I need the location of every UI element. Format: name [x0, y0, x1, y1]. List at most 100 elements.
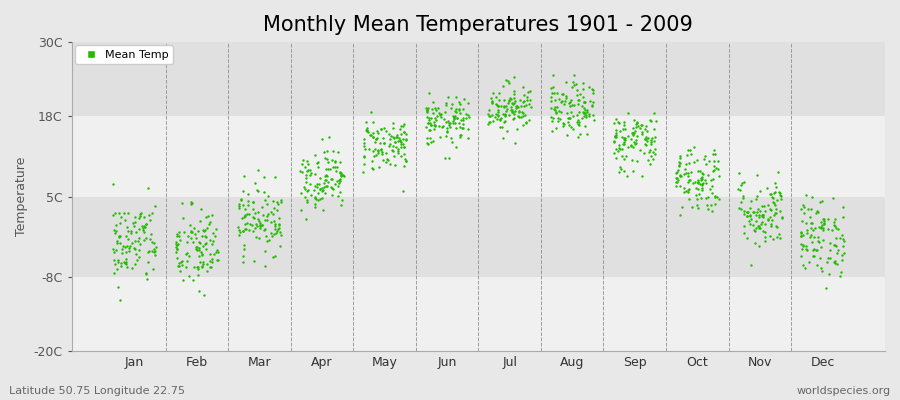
Point: [641, 135, 655, 141]
Point: [297, 184, 311, 190]
Point: [559, 95, 573, 102]
Point: [455, 115, 470, 121]
Point: [806, 194, 820, 200]
Point: [374, 146, 388, 153]
Point: [382, 136, 397, 142]
Point: [577, 110, 591, 116]
Point: [494, 103, 508, 109]
Point: [613, 146, 627, 152]
Point: [794, 230, 808, 236]
Point: [796, 262, 810, 268]
Point: [360, 125, 374, 132]
Point: [307, 187, 321, 193]
Point: [821, 216, 835, 222]
Point: [804, 224, 818, 231]
Point: [672, 212, 687, 218]
Point: [246, 228, 260, 235]
Point: [734, 205, 749, 212]
Point: [556, 121, 571, 128]
Point: [758, 238, 772, 244]
Point: [231, 203, 246, 210]
Point: [570, 92, 584, 98]
Point: [183, 222, 197, 228]
Point: [396, 136, 410, 143]
Point: [522, 88, 536, 94]
Point: [572, 122, 586, 128]
Point: [137, 214, 151, 220]
Point: [645, 156, 660, 162]
Point: [817, 218, 832, 224]
Point: [572, 119, 587, 125]
Point: [483, 95, 498, 102]
Point: [681, 177, 696, 184]
Point: [199, 246, 213, 252]
Point: [811, 233, 825, 240]
Point: [550, 89, 564, 96]
Point: [796, 210, 811, 216]
Point: [749, 196, 763, 202]
Point: [705, 183, 719, 190]
Point: [371, 148, 385, 154]
Point: [252, 219, 266, 226]
Point: [331, 183, 346, 190]
Point: [705, 190, 719, 196]
Point: [357, 143, 372, 149]
Point: [805, 238, 819, 245]
Point: [626, 129, 641, 136]
Point: [737, 211, 751, 218]
Point: [562, 103, 577, 109]
Point: [437, 108, 452, 115]
Point: [118, 217, 132, 224]
Point: [762, 233, 777, 239]
Point: [561, 118, 575, 125]
Point: [133, 212, 148, 219]
Point: [236, 188, 250, 194]
Point: [734, 199, 748, 206]
Point: [648, 146, 662, 153]
Point: [758, 220, 772, 227]
Point: [200, 225, 214, 231]
Point: [579, 112, 593, 118]
Point: [687, 144, 701, 150]
Point: [145, 239, 159, 245]
Point: [364, 132, 378, 138]
Point: [616, 118, 631, 125]
Point: [491, 112, 505, 118]
Point: [699, 194, 714, 201]
Point: [393, 138, 408, 144]
Point: [618, 153, 633, 159]
Point: [113, 260, 128, 266]
Point: [794, 252, 808, 259]
Point: [698, 176, 712, 183]
Point: [362, 146, 376, 152]
Point: [450, 115, 464, 121]
Point: [756, 227, 770, 234]
Point: [571, 97, 585, 104]
Point: [491, 113, 505, 120]
Point: [706, 147, 721, 153]
Point: [517, 103, 531, 110]
Point: [564, 97, 579, 103]
Point: [763, 191, 778, 197]
Point: [325, 157, 339, 163]
Point: [617, 122, 632, 128]
Point: [185, 199, 200, 206]
Point: [574, 114, 589, 121]
Point: [195, 227, 210, 234]
Point: [571, 101, 585, 108]
Point: [419, 106, 434, 113]
Point: [827, 258, 842, 265]
Point: [669, 183, 683, 190]
Point: [827, 222, 842, 228]
Point: [328, 158, 342, 164]
Point: [608, 116, 623, 122]
Point: [169, 244, 184, 250]
Point: [312, 186, 327, 192]
Point: [368, 136, 382, 142]
Point: [546, 114, 561, 121]
Point: [507, 111, 521, 117]
Point: [461, 99, 475, 106]
Point: [270, 228, 284, 234]
Point: [499, 108, 513, 114]
Point: [801, 206, 815, 212]
